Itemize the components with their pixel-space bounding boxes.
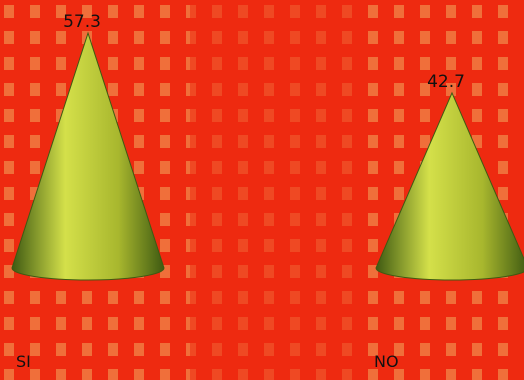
cone-bar-no: [375, 91, 524, 281]
category-label-no: NO: [374, 352, 399, 371]
center-glow: [190, 0, 360, 380]
category-label-si: SI: [16, 352, 31, 371]
data-label-si: 57.3: [63, 12, 101, 32]
cone-bar-si: [11, 31, 165, 281]
data-label-no: 42.7: [427, 72, 465, 92]
